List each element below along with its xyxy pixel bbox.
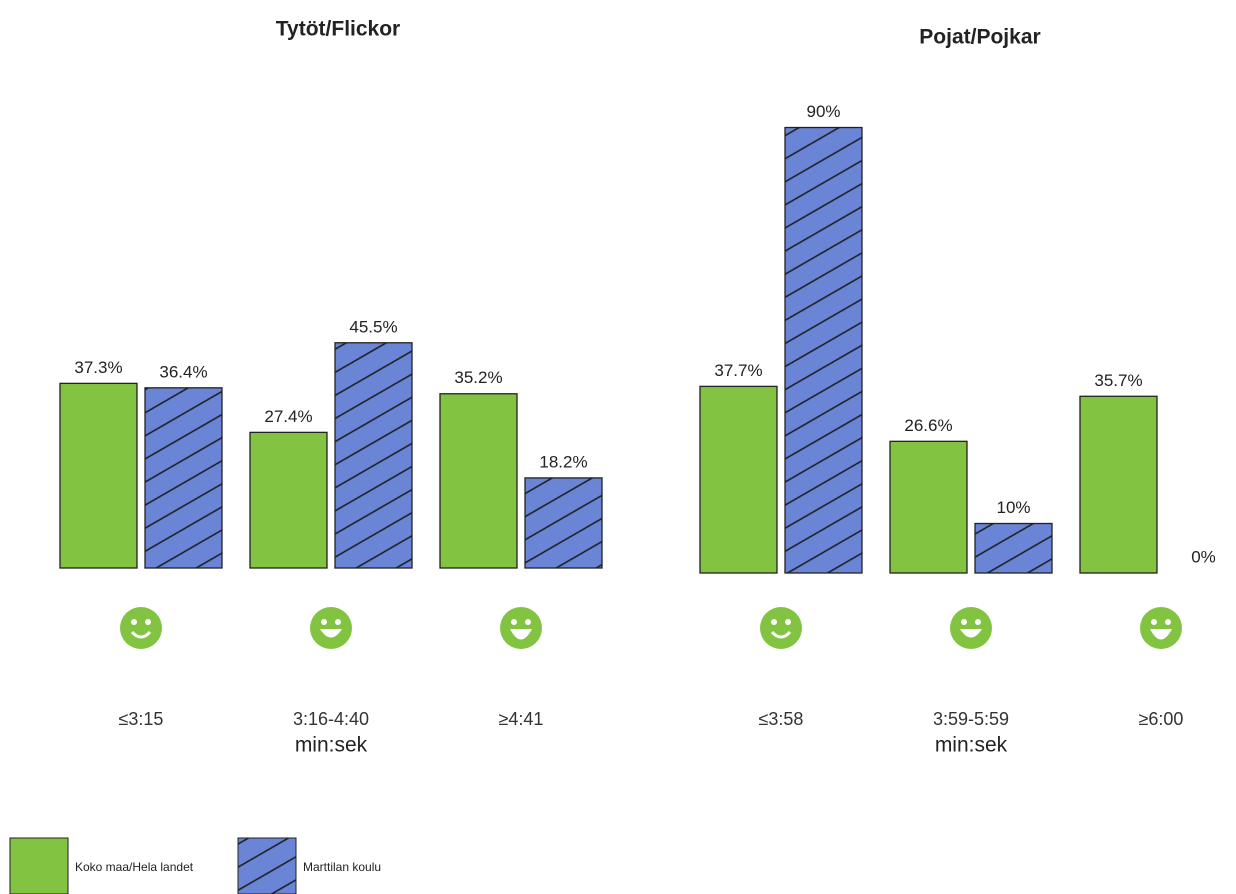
smiley-face — [120, 607, 162, 649]
bar — [249, 431, 328, 569]
data-label: 10% — [996, 498, 1030, 517]
smiley-icon — [500, 607, 542, 649]
smiley-icon — [1140, 607, 1182, 649]
smiley-face — [1140, 607, 1182, 649]
data-label: 35.2% — [454, 368, 502, 387]
smiley-icon — [120, 607, 162, 649]
data-label: 27.4% — [264, 407, 312, 426]
bar — [699, 385, 778, 574]
smiley-eye — [525, 619, 531, 625]
smiley-eye — [1165, 619, 1171, 625]
smiley-face — [310, 607, 352, 649]
smiley-eye — [511, 619, 517, 625]
smiley-eye — [1151, 619, 1157, 625]
bar — [439, 393, 518, 569]
data-label: 45.5% — [349, 317, 397, 336]
x-tick-label: ≥4:41 — [499, 709, 544, 729]
bar — [144, 387, 223, 569]
smiley-eye — [145, 619, 151, 625]
smiley-mouth — [510, 629, 532, 640]
legend-swatch — [237, 837, 297, 894]
data-label: 26.6% — [904, 416, 952, 435]
smiley-mouth — [130, 630, 152, 639]
chart-title: Pojat/Pojkar — [919, 26, 1040, 49]
smiley-mouth — [770, 630, 792, 639]
x-tick-label: ≥6:00 — [1139, 709, 1184, 729]
legend-label: Marttilan koulu — [303, 860, 381, 874]
bar — [59, 382, 138, 569]
x-axis-label: min:sek — [935, 734, 1008, 757]
data-label: 37.3% — [74, 358, 122, 377]
legend-label: Koko maa/Hela landet — [75, 860, 194, 874]
data-label: 90% — [806, 102, 840, 121]
data-label: 35.7% — [1094, 371, 1142, 390]
bar — [524, 477, 603, 569]
smiley-eye — [975, 619, 981, 625]
smiley-icon — [760, 607, 802, 649]
data-label: 36.4% — [159, 362, 207, 381]
smiley-face — [500, 607, 542, 649]
smiley-mouth — [320, 629, 342, 638]
bar — [334, 342, 413, 569]
smiley-icon — [310, 607, 352, 649]
smiley-mouth — [1150, 629, 1172, 640]
smiley-face — [950, 607, 992, 649]
bar — [974, 522, 1053, 574]
smiley-eye — [771, 619, 777, 625]
smiley-eye — [335, 619, 341, 625]
smiley-mouth — [960, 629, 982, 638]
data-label: 18.2% — [539, 452, 587, 471]
x-tick-label: 3:59-5:59 — [933, 709, 1009, 729]
smiley-icon — [950, 607, 992, 649]
data-label: 37.7% — [714, 361, 762, 380]
x-axis-label: min:sek — [295, 734, 368, 757]
legend-swatch — [9, 837, 69, 894]
smiley-face — [760, 607, 802, 649]
x-tick-label: 3:16-4:40 — [293, 709, 369, 729]
smiley-eye — [785, 619, 791, 625]
chart-title: Tytöt/Flickor — [276, 18, 400, 41]
bar — [784, 126, 863, 574]
smiley-eye — [321, 619, 327, 625]
x-tick-label: ≤3:15 — [119, 709, 164, 729]
x-tick-label: ≤3:58 — [759, 709, 804, 729]
data-label: 0% — [1191, 547, 1216, 566]
bar — [889, 440, 968, 574]
smiley-eye — [961, 619, 967, 625]
smiley-eye — [131, 619, 137, 625]
bar — [1079, 395, 1158, 574]
